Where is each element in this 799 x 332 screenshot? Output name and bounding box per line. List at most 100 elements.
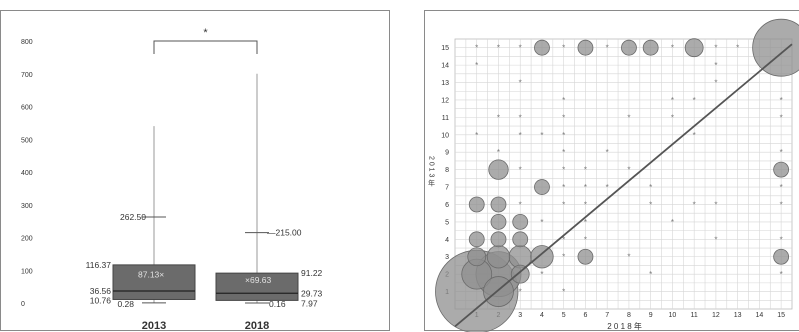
x-tick-label: 12 xyxy=(712,312,720,319)
star-point: * xyxy=(606,44,609,53)
y-tick-label: 13 xyxy=(441,80,449,87)
bubble-point xyxy=(510,264,530,284)
star-point: * xyxy=(540,218,543,227)
x-tick-label: 11 xyxy=(691,312,698,319)
y-tick-label: 10 xyxy=(441,132,449,139)
star-point: * xyxy=(736,44,739,53)
box-2018: 2018 xyxy=(215,73,299,332)
y-tick-label: 5 xyxy=(445,219,449,226)
bubble-point xyxy=(534,179,550,195)
star-point: * xyxy=(562,235,565,244)
star-point: * xyxy=(519,79,522,88)
y-tick-label: 700 xyxy=(21,72,33,79)
star-point: * xyxy=(562,96,565,105)
y-tick-label: 4 xyxy=(445,237,449,244)
x-tick-label: 15 xyxy=(777,312,785,319)
label-mean: ×69.63 xyxy=(245,275,272,285)
star-point: * xyxy=(780,113,783,122)
label-upper-fence: 262.50 xyxy=(120,212,146,222)
bubble-point xyxy=(490,196,507,213)
y-tick-label: 12 xyxy=(441,97,449,104)
star-point: * xyxy=(519,166,522,175)
significance-marker: * xyxy=(203,27,208,39)
star-point: * xyxy=(627,113,630,122)
star-point: * xyxy=(562,253,565,262)
star-point: * xyxy=(584,218,587,227)
star-point: * xyxy=(780,270,783,279)
y-tick-label: 800 xyxy=(21,39,33,46)
star-point: * xyxy=(519,200,522,209)
star-point: * xyxy=(519,288,522,297)
y-tick-label: 400 xyxy=(21,170,33,177)
x-tick-label: 10 xyxy=(669,312,677,319)
star-point: * xyxy=(671,96,674,105)
star-point: * xyxy=(540,270,543,279)
star-point: * xyxy=(584,200,587,209)
bubble-point xyxy=(577,39,594,56)
bubble-point xyxy=(488,159,509,180)
star-point: * xyxy=(584,166,587,175)
label-mean: 87.13× xyxy=(138,269,164,279)
x-tick-label: 4 xyxy=(540,312,544,319)
star-point: * xyxy=(780,235,783,244)
x-tick-label: 7 xyxy=(605,312,609,319)
scatter-plot-panel: 1234567891011121314151234567891011121314… xyxy=(424,10,799,332)
x-tick-label: 8 xyxy=(627,312,631,319)
star-point: * xyxy=(780,148,783,157)
star-point: * xyxy=(519,113,522,122)
star-point: * xyxy=(627,253,630,262)
x-tick-label: 3 xyxy=(518,312,522,319)
y-tick-label: 14 xyxy=(441,63,449,70)
star-point: * xyxy=(649,200,652,209)
box-plot-panel: 0 100 200 300 400 500 600 700 800 * 2013 2018 262.50… xyxy=(0,10,390,332)
bubble-point xyxy=(490,231,507,248)
star-point: * xyxy=(562,44,565,53)
bubble-point xyxy=(642,39,659,56)
star-point: * xyxy=(562,166,565,175)
bubble-point xyxy=(621,39,637,56)
x-tick-label: 6 xyxy=(583,312,587,319)
bubble-point xyxy=(490,214,507,230)
star-point: * xyxy=(584,183,587,192)
star-point: * xyxy=(714,235,717,244)
star-point: * xyxy=(780,200,783,209)
star-point: * xyxy=(780,183,783,192)
bubble-point xyxy=(752,18,799,77)
x-tick-label: 13 xyxy=(734,312,742,319)
star-point: * xyxy=(714,79,717,88)
star-point: * xyxy=(519,131,522,140)
bubble-point xyxy=(534,39,550,56)
y-tick-label: 300 xyxy=(21,203,33,210)
y-tick-label: 0 xyxy=(21,301,25,308)
x-tick-label: 9 xyxy=(649,312,653,319)
star-point: * xyxy=(671,218,674,227)
y-tick-label: 500 xyxy=(21,137,33,144)
star-point: * xyxy=(606,148,609,157)
y-tick-label: 3 xyxy=(445,254,449,261)
trend-line xyxy=(454,43,793,328)
x-axis-title: 2 0 1 8 年 xyxy=(607,321,642,331)
bubble-point xyxy=(577,248,594,265)
star-point: * xyxy=(693,96,696,105)
bubble-point xyxy=(684,38,704,58)
bubble-point xyxy=(512,231,529,248)
y-tick-label: 100 xyxy=(21,268,33,275)
bubble-point xyxy=(467,247,487,267)
label-q1: 7.97 xyxy=(301,298,318,308)
y-tick-label: 15 xyxy=(441,45,449,52)
bubble-point xyxy=(773,161,790,178)
star-point: * xyxy=(671,44,674,53)
y-tick-label: 9 xyxy=(445,150,449,157)
y-tick-label: 11 xyxy=(442,115,449,122)
label-min: 0.28 xyxy=(117,299,134,309)
box-plot-chart: 0 100 200 300 400 500 600 700 800 * 2013 2018 262.50… xyxy=(21,27,323,332)
star-point: * xyxy=(562,148,565,157)
star-point: * xyxy=(562,183,565,192)
y-tick-label: 600 xyxy=(21,105,33,112)
star-point: * xyxy=(693,200,696,209)
category-label: 2018 xyxy=(245,320,269,332)
significance-bracket xyxy=(153,40,258,54)
star-point: * xyxy=(497,113,500,122)
label-median: 29.73 xyxy=(301,288,323,298)
bubble-point xyxy=(486,245,511,269)
